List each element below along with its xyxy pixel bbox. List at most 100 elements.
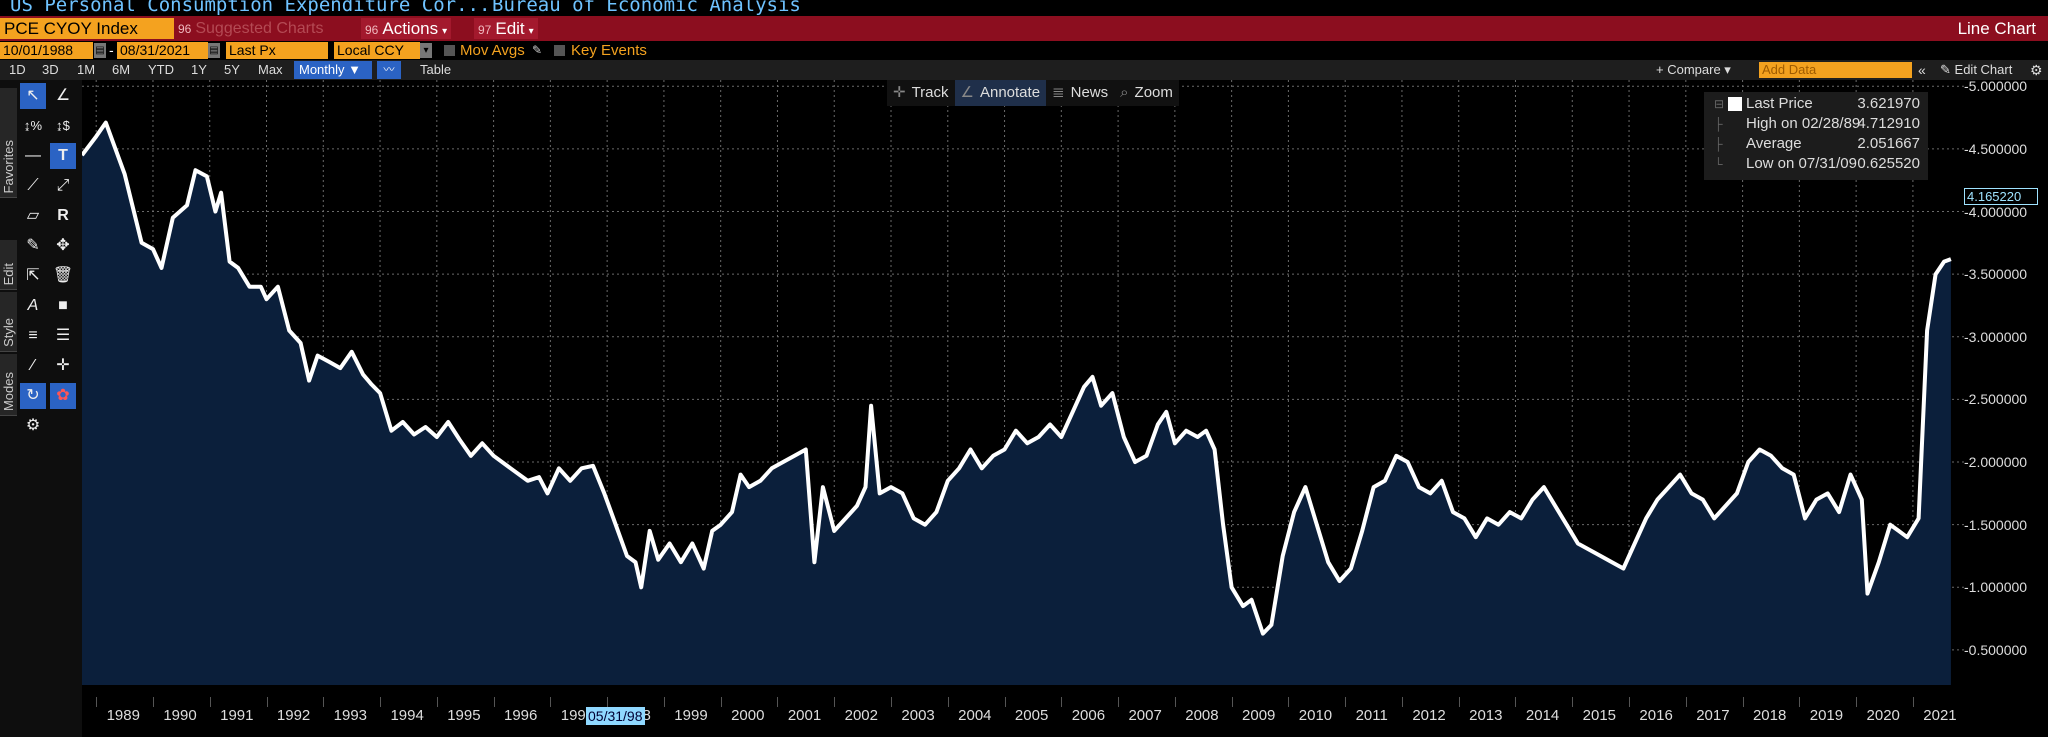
y-tick-label: -0.500000	[1964, 641, 2028, 658]
x-tick-mark	[436, 697, 438, 707]
mode-cycle-icon[interactable]: ↻	[20, 383, 46, 409]
draw-line-icon[interactable]: ∠	[55, 87, 71, 104]
data-source: Bureau of Economic Analysis	[492, 0, 801, 16]
x-tick-label: 2018	[1752, 707, 1787, 724]
table-button[interactable]: Table	[420, 62, 452, 77]
legend-high[interactable]: ├ High on 02/28/89 4.712910	[1704, 114, 1928, 134]
start-date-input[interactable]: 10/01/1988	[0, 42, 93, 59]
frequency-select[interactable]: Monthly ▼	[294, 61, 372, 79]
tab-edit-label: Edit	[1, 262, 16, 285]
news-tool[interactable]: ≣ News	[1046, 80, 1115, 106]
horizontal-line-icon[interactable]: —	[25, 147, 41, 164]
area-fill	[82, 122, 1951, 685]
key-events-checkbox[interactable]	[554, 45, 565, 56]
text-tool-icon[interactable]: T	[50, 143, 76, 169]
add-data-input[interactable]: Add Data	[1759, 62, 1912, 78]
legend-last-price[interactable]: ⊟ Last Price 3.621970	[1704, 94, 1928, 114]
x-tick-mark	[323, 697, 325, 707]
pencil-icon[interactable]: ✎	[532, 43, 543, 57]
ticker-field[interactable]: PCE CYOY Index	[0, 18, 174, 39]
cursor-date-tag: 05/31/98	[586, 707, 645, 725]
zoom-tool[interactable]: ⌕ Zoom	[1114, 80, 1179, 106]
tab-favorites[interactable]: Favorites	[0, 88, 17, 198]
channel-icon[interactable]: ▱	[26, 207, 40, 224]
line-width-icon[interactable]: ≡	[28, 327, 38, 344]
zoom-icon: ⌕	[1120, 84, 1129, 101]
period-1m[interactable]: 1M	[77, 62, 96, 77]
period-max[interactable]: Max	[258, 62, 283, 77]
calendar-icon[interactable]: ▤	[208, 43, 220, 58]
regression-icon[interactable]: R	[57, 207, 69, 224]
x-tick-label: 1989	[106, 707, 140, 724]
legend-low[interactable]: └ Low on 07/31/09 0.625520	[1704, 154, 1928, 174]
line-style-icon[interactable]: ☰	[55, 327, 71, 344]
end-date-input[interactable]: 08/31/2021	[117, 42, 208, 59]
mov-avgs-label[interactable]: Mov Avgs	[460, 42, 525, 59]
tab-modes[interactable]: Modes	[0, 354, 17, 416]
ray-line-icon[interactable]: ⤢	[56, 177, 70, 194]
gear-icon[interactable]: ⚙	[25, 417, 41, 434]
period-6m[interactable]: 6M	[112, 62, 131, 77]
color-mode-icon[interactable]: ✿	[50, 383, 76, 409]
crosshair-line-icon[interactable]: ⁄	[31, 357, 35, 374]
period-ytd[interactable]: YTD	[148, 62, 174, 77]
percent-tool-icon[interactable]: ↨%	[23, 118, 43, 133]
tab-edit[interactable]: Edit	[0, 240, 17, 290]
trend-line-icon[interactable]: ⟋	[27, 177, 39, 194]
track-tool[interactable]: ✛ Track	[887, 80, 955, 106]
x-tick-mark	[1572, 697, 1574, 707]
suggested-number: 96	[178, 22, 192, 36]
gear-icon[interactable]: ⚙	[2030, 62, 2043, 78]
compare-label: + Compare	[1656, 62, 1721, 77]
edit-chart-button[interactable]: ✎ Edit Chart	[1940, 60, 2012, 80]
period-3d[interactable]: 3D	[42, 62, 59, 77]
y-tick-label: -2.500000	[1964, 391, 2028, 408]
annotate-icon: ∠	[960, 84, 974, 101]
trash-icon[interactable]: 🗑	[52, 267, 74, 284]
compare-button[interactable]: + Compare ▾	[1656, 60, 1731, 80]
line-chart-icon[interactable]: 〰	[377, 61, 401, 79]
suggested-charts-button[interactable]: 96 Suggested Charts	[178, 18, 323, 39]
x-tick-mark	[493, 697, 495, 707]
plot-area[interactable]	[82, 80, 1964, 685]
currency-select[interactable]: Local CCY	[334, 42, 420, 59]
text-style-icon[interactable]: A	[27, 297, 39, 314]
legend-average[interactable]: ├ Average 2.051667	[1704, 134, 1928, 154]
move-icon[interactable]: ✥	[56, 237, 70, 254]
collapse-icon[interactable]: «	[1918, 62, 1926, 78]
x-tick-mark	[266, 697, 268, 707]
crosshair-icon[interactable]: ✛	[56, 357, 70, 374]
x-tick-mark	[834, 697, 836, 707]
price-field-select[interactable]: Last Px	[226, 42, 328, 59]
mov-avgs-checkbox[interactable]	[444, 45, 455, 56]
tab-style[interactable]: Style	[0, 292, 17, 352]
annotate-label: Annotate	[979, 84, 1041, 101]
period-1d[interactable]: 1D	[9, 62, 26, 77]
pointer-icon[interactable]: ↖	[20, 83, 46, 109]
calendar-icon[interactable]: ▤	[94, 43, 106, 58]
chevron-down-icon[interactable]: ▾	[420, 43, 432, 58]
x-tick-mark	[1401, 697, 1403, 707]
series-line[interactable]	[82, 120, 1952, 636]
chevron-down-icon: ▾	[528, 26, 534, 37]
key-events-label[interactable]: Key Events	[571, 42, 647, 59]
pencil-icon[interactable]: ✎	[26, 237, 40, 254]
tree-toggle-icon[interactable]: ⊟	[1714, 97, 1725, 111]
select-icon[interactable]: ⇱	[26, 267, 40, 284]
price-tool-icon[interactable]: ↨$	[56, 118, 70, 133]
x-tick-label: 1997	[560, 707, 595, 724]
price-chart[interactable]	[82, 80, 1964, 685]
x-tick-mark	[1458, 697, 1460, 707]
news-icon: ≣	[1052, 84, 1065, 101]
actions-button[interactable]: 96 Actions ▾	[361, 18, 452, 39]
legend-value: 2.051667	[1857, 135, 1920, 152]
x-tick-label: 2001	[787, 707, 822, 724]
x-tick-label: 1993	[333, 707, 368, 724]
fill-color-icon[interactable]: ■	[58, 297, 68, 314]
legend-label: High on 02/28/89	[1746, 115, 1861, 132]
period-1y[interactable]: 1Y	[191, 62, 207, 77]
edit-button[interactable]: 97 Edit ▾	[474, 18, 538, 39]
annotate-tool[interactable]: ∠ Annotate	[954, 80, 1047, 106]
period-5y[interactable]: 5Y	[224, 62, 240, 77]
y-tick-label: -4.000000	[1964, 203, 2028, 220]
